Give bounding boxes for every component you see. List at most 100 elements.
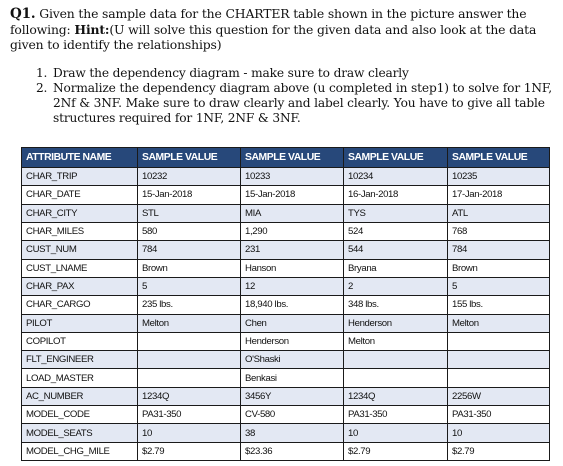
attribute-name-cell: CHAR_CITY bbox=[21, 203, 138, 223]
sample-value-cell: 2256W bbox=[447, 386, 550, 407]
attribute-name-cell: MODEL_CODE bbox=[21, 405, 138, 425]
sample-value-cell bbox=[343, 350, 448, 370]
sample-value-cell: 5 bbox=[137, 276, 241, 297]
table-row: FLT_ENGINEER O'Shaski bbox=[21, 350, 550, 370]
attribute-name-cell: PILOT bbox=[21, 313, 138, 333]
sample-value-cell: ATL bbox=[447, 203, 550, 223]
sample-value-cell: Brown bbox=[447, 258, 550, 278]
attribute-name-cell: LOAD_MASTER bbox=[21, 368, 138, 388]
table-row: CHAR_PAX 5 12 2 5 bbox=[21, 276, 550, 297]
attribute-name-cell: COPILOT bbox=[21, 331, 138, 352]
sample-value-cell: $2.79 bbox=[343, 441, 448, 462]
table-row: CHAR_TRIP 10232 10233 10234 10235 bbox=[21, 166, 550, 187]
sample-value-cell bbox=[137, 331, 241, 352]
sample-value-cell: STL bbox=[137, 203, 241, 223]
table-row: CUST_NUM 784 231 544 784 bbox=[21, 240, 550, 260]
attribute-name-cell: CHAR_TRIP bbox=[21, 166, 138, 187]
sample-value-cell: Benkasi bbox=[240, 368, 344, 388]
header-sample-value: Sample Value bbox=[343, 147, 448, 168]
sample-value-cell: 2 bbox=[343, 276, 448, 297]
attribute-name-cell: CUST_LNAME bbox=[21, 258, 138, 278]
question-text: Q1. Given the sample data for the CHARTE… bbox=[10, 6, 558, 52]
attribute-name-cell: FLT_ENGINEER bbox=[21, 350, 138, 370]
sample-value-cell: 1234Q bbox=[137, 386, 241, 407]
sample-value-cell: 155 lbs. bbox=[447, 295, 550, 315]
sample-value-cell bbox=[447, 331, 550, 352]
table-row: MODEL_CHG_MILE $2.79 $23.36 $2.79 $2.79 bbox=[21, 441, 550, 462]
attribute-name-cell: MODEL_CHG_MILE bbox=[21, 441, 138, 462]
sample-value-cell: MIA bbox=[240, 203, 344, 223]
table-row: CHAR_DATE 15-Jan-2018 15-Jan-2018 16-Jan-20… bbox=[21, 185, 550, 205]
table-header-row: Attribute Name Sample Value Sample Value… bbox=[21, 147, 550, 168]
table-row: AC_NUMBER 1234Q 3456Y 1234Q 2256W bbox=[21, 386, 550, 407]
sample-value-cell: Brown bbox=[137, 258, 241, 278]
header-sample-value: Sample Value bbox=[240, 147, 344, 168]
hint-label: Hint: bbox=[74, 22, 110, 37]
sample-value-cell: 580 bbox=[137, 221, 241, 242]
sample-value-cell: 1234Q bbox=[343, 386, 448, 407]
task-item: Normalize the dependency diagram above (… bbox=[51, 81, 561, 126]
header-attribute-name: Attribute Name bbox=[21, 147, 138, 168]
sample-value-cell: PA31-350 bbox=[137, 405, 241, 425]
sample-value-cell: 5 bbox=[447, 276, 550, 297]
table-row: MODEL_CODE PA31-350 CV-580 PA31-350 PA31-350 bbox=[21, 405, 550, 425]
sample-value-cell: 10 bbox=[343, 423, 448, 443]
sample-value-cell: 235 lbs. bbox=[137, 295, 241, 315]
table-body: CHAR_TRIP 10232 10233 10234 10235 CHAR_DATE 15… bbox=[21, 166, 550, 462]
charter-table: Attribute Name Sample Value Sample Value… bbox=[21, 147, 550, 462]
sample-value-cell: 1,290 bbox=[240, 221, 344, 242]
sample-value-cell: 524 bbox=[343, 221, 448, 242]
attribute-name-cell: CHAR_DATE bbox=[21, 185, 138, 205]
sample-value-cell: Henderson bbox=[343, 313, 448, 333]
table-row: MODEL_SEATS 10 38 10 10 bbox=[21, 423, 550, 443]
sample-value-cell: PA31-350 bbox=[343, 405, 448, 425]
sample-value-cell: 38 bbox=[240, 423, 344, 443]
sample-value-cell bbox=[137, 350, 241, 370]
sample-value-cell: 10 bbox=[447, 423, 550, 443]
sample-value-cell: Melton bbox=[137, 313, 241, 333]
table-row: PILOT Melton Chen Henderson Melton bbox=[21, 313, 550, 333]
question-body: Given the sample data for the CHARTER ta… bbox=[10, 6, 527, 37]
sample-value-cell: Bryana bbox=[343, 258, 448, 278]
sample-value-cell: 10235 bbox=[447, 166, 550, 187]
attribute-name-cell: CHAR_CARGO bbox=[21, 295, 138, 315]
sample-value-cell bbox=[447, 368, 550, 388]
sample-value-cell: 10233 bbox=[240, 166, 344, 187]
hint-text: (U will solve this question for the give… bbox=[10, 22, 537, 52]
sample-value-cell: $2.79 bbox=[447, 441, 550, 462]
sample-value-cell: 10234 bbox=[343, 166, 448, 187]
sample-value-cell: $2.79 bbox=[137, 441, 241, 462]
sample-value-cell: 10232 bbox=[137, 166, 241, 187]
attribute-name-cell: CHAR_PAX bbox=[21, 276, 138, 297]
sample-value-cell: 10 bbox=[137, 423, 241, 443]
sample-value-cell: 544 bbox=[343, 240, 448, 260]
sample-value-cell: $23.36 bbox=[240, 441, 344, 462]
attribute-name-cell: CUST_NUM bbox=[21, 240, 138, 260]
sample-value-cell: 15-Jan-2018 bbox=[137, 185, 241, 205]
sample-value-cell: Chen bbox=[240, 313, 344, 333]
attribute-name-cell: AC_NUMBER bbox=[21, 386, 138, 407]
sample-value-cell: 784 bbox=[447, 240, 550, 260]
attribute-name-cell: CHAR_MILES bbox=[21, 221, 138, 242]
sample-value-cell: 768 bbox=[447, 221, 550, 242]
task-item: Draw the dependency diagram - make sure … bbox=[51, 66, 561, 81]
table-row: CHAR_MILES 580 1,290 524 768 bbox=[21, 221, 550, 242]
sample-value-cell: 231 bbox=[240, 240, 344, 260]
sample-value-cell: Melton bbox=[343, 331, 448, 352]
sample-value-cell: 784 bbox=[137, 240, 241, 260]
sample-value-cell: 12 bbox=[240, 276, 344, 297]
sample-value-cell bbox=[137, 368, 241, 388]
attribute-name-cell: MODEL_SEATS bbox=[21, 423, 138, 443]
sample-value-cell: Henderson bbox=[240, 331, 344, 352]
sample-value-cell: O'Shaski bbox=[240, 350, 344, 370]
sample-value-cell: CV-580 bbox=[240, 405, 344, 425]
table-row: CUST_LNAME Brown Hanson Bryana Brown bbox=[21, 258, 550, 278]
sample-value-cell: 16-Jan-2018 bbox=[343, 185, 448, 205]
sample-value-cell: Melton bbox=[447, 313, 550, 333]
sample-value-cell bbox=[447, 350, 550, 370]
table-row: CHAR_CARGO 235 lbs. 18,940 lbs. 348 lbs. 155… bbox=[21, 295, 550, 315]
sample-value-cell: TYS bbox=[343, 203, 448, 223]
question-label: Q1. bbox=[10, 6, 36, 22]
sample-value-cell: 17-Jan-2018 bbox=[447, 185, 550, 205]
task-list: Draw the dependency diagram - make sure … bbox=[33, 66, 561, 126]
